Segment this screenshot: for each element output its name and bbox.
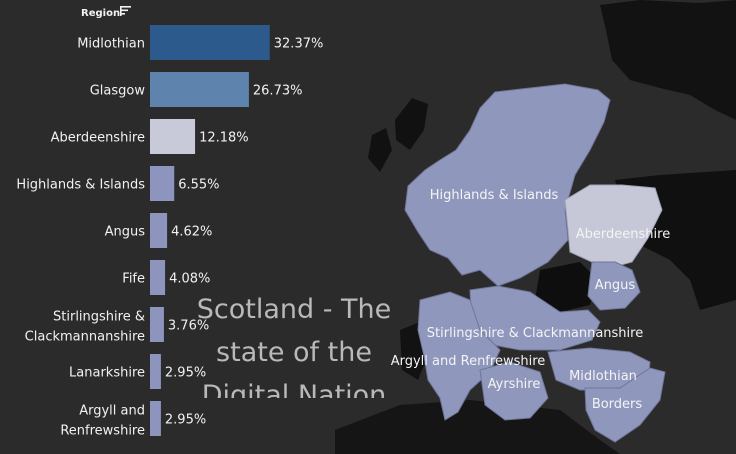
map-label-borders: Borders bbox=[592, 397, 643, 412]
category-label-7: Lanarkshire bbox=[69, 366, 145, 381]
map-label-midlothian: Midlothian bbox=[569, 369, 637, 384]
region-bar-chart: Region Midlothian 32.37% Glasgow 26.73% Aber… bbox=[16, 6, 323, 439]
map-region-ayrshire[interactable] bbox=[479, 361, 549, 421]
value-label-4: 4.62% bbox=[171, 225, 212, 240]
bar-6[interactable] bbox=[150, 307, 164, 342]
map-region-aberdeenshire[interactable] bbox=[564, 184, 663, 269]
bar-1[interactable] bbox=[150, 72, 249, 107]
map-label-highlands: Highlands & Islands bbox=[430, 188, 559, 203]
bar-2[interactable] bbox=[150, 119, 196, 154]
dashboard-title-overlay: Scotland - The state of the Digital Nati… bbox=[196, 294, 392, 398]
region-header: Region bbox=[81, 8, 120, 19]
value-label-2: 12.18% bbox=[199, 131, 249, 146]
map-dark-land-south bbox=[335, 400, 620, 454]
value-label-7: 2.95% bbox=[165, 366, 206, 381]
category-label-2: Aberdeenshire bbox=[51, 131, 145, 146]
map-dark-island-lewis bbox=[368, 128, 392, 172]
category-label-3: Highlands & Islands bbox=[16, 178, 145, 193]
category-label-1: Glasgow bbox=[90, 84, 146, 99]
category-label-6: Stirlingshire & Clackmannanshire bbox=[25, 310, 145, 345]
map-label-stirlingshire: Stirlingshire & Clackmannanshire bbox=[427, 326, 643, 341]
map-dark-land-central bbox=[535, 262, 598, 312]
bar-3[interactable] bbox=[150, 166, 175, 201]
value-label-1: 26.73% bbox=[253, 84, 303, 99]
category-label-8: Argyll and Renfrewshire bbox=[60, 404, 145, 439]
map-region-borders[interactable] bbox=[584, 367, 666, 443]
map-label-argyll: Argyll and Renfrewshire bbox=[391, 354, 546, 369]
value-label-3: 6.55% bbox=[178, 178, 219, 193]
map-label-ayrshire: Ayrshire bbox=[488, 377, 541, 392]
scotland-map[interactable]: Highlands & Islands Aberdeenshire Angus … bbox=[335, 0, 736, 454]
bar-7[interactable] bbox=[150, 354, 161, 389]
value-label-5: 4.08% bbox=[169, 272, 210, 287]
value-label-6: 3.76% bbox=[168, 319, 209, 334]
bar-4[interactable] bbox=[150, 213, 168, 248]
map-label-aberdeenshire: Aberdeenshire bbox=[576, 227, 670, 242]
map-region-highlands[interactable] bbox=[404, 83, 611, 287]
sort-icon[interactable] bbox=[120, 6, 131, 16]
map-label-angus: Angus bbox=[595, 278, 636, 293]
bar-5[interactable] bbox=[150, 260, 166, 295]
map-region-angus[interactable] bbox=[587, 261, 641, 311]
map-dark-land-north bbox=[600, 0, 736, 120]
bar-8[interactable] bbox=[150, 401, 161, 436]
bar-0[interactable] bbox=[150, 25, 270, 60]
map-dark-island-west bbox=[395, 98, 428, 150]
category-label-4: Angus bbox=[105, 225, 146, 240]
value-label-8: 2.95% bbox=[165, 413, 206, 428]
category-label-5: Fife bbox=[122, 272, 145, 287]
category-label-0: Midlothian bbox=[77, 37, 145, 52]
map-region-argyll[interactable] bbox=[417, 291, 501, 421]
value-label-0: 32.37% bbox=[274, 37, 324, 52]
